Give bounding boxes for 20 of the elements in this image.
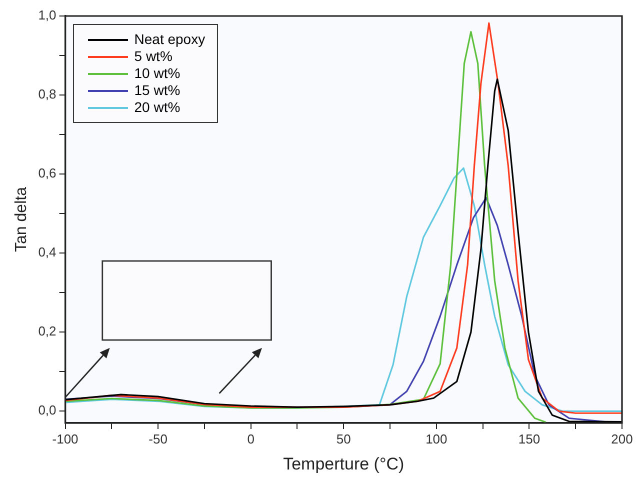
y-tick-label: 0,4 xyxy=(38,244,56,260)
legend-label: 10 wt% xyxy=(134,65,180,82)
x-tick-label: 50 xyxy=(336,431,351,446)
y-tick-label: 0,0 xyxy=(38,402,56,418)
y-tick-label: 0,6 xyxy=(38,166,56,181)
x-tick-label: 100 xyxy=(426,431,448,446)
legend-label: 5 wt% xyxy=(134,48,172,65)
y-tick-label: 1,0 xyxy=(38,8,56,23)
x-tick-label: -50 xyxy=(148,431,168,446)
x-tick-label: 150 xyxy=(518,431,540,446)
y-tick-label: 0,2 xyxy=(38,324,56,339)
y-tick-label: 0,8 xyxy=(38,86,56,102)
legend-label: 20 wt% xyxy=(134,99,180,116)
x-tick-label: -100 xyxy=(52,431,78,446)
x-tick-label: 200 xyxy=(611,431,633,446)
legend-label: Neat epoxy xyxy=(134,31,206,48)
legend-label: 15 wt% xyxy=(134,82,180,99)
x-axis-title: Temperture (°C) xyxy=(283,454,404,474)
x-tick-label: 0 xyxy=(247,431,254,446)
y-axis-title: Tan delta xyxy=(13,186,30,252)
